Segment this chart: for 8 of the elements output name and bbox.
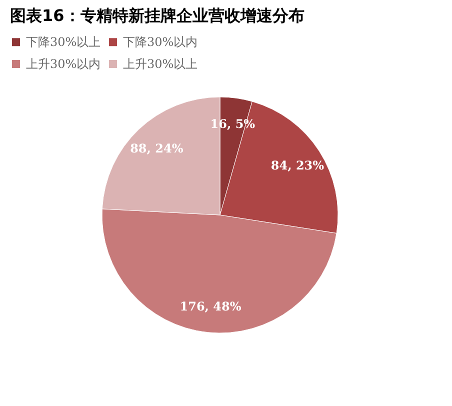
data-label: 84, 23% xyxy=(270,158,325,172)
chart-title: 图表16：专精特新挂牌企业营收增速分布 xyxy=(10,6,304,25)
legend-label: 上升30%以上 xyxy=(123,57,198,71)
legend-label: 上升30%以内 xyxy=(26,57,101,71)
legend-label: 下降30%以内 xyxy=(123,35,198,50)
data-label: 88, 24% xyxy=(130,141,184,156)
legend-label: 下降30%以上 xyxy=(26,35,101,50)
data-label: 176, 48% xyxy=(180,300,242,314)
